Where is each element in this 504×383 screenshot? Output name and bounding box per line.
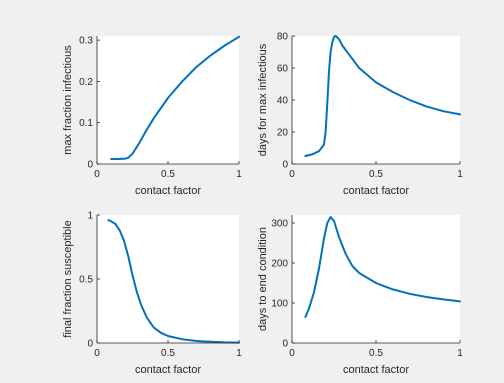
y-tick-label: 0.5 — [79, 275, 93, 286]
y-tick-label: 0 — [87, 339, 93, 350]
series-line-1 — [107, 219, 240, 344]
y-tick-label: 100 — [271, 299, 288, 310]
x-tick-label: 0.5 — [161, 169, 175, 180]
y-tick-label: 60 — [277, 64, 289, 75]
y-tick-label: 40 — [277, 96, 289, 107]
y-tick-label: 0 — [282, 160, 288, 171]
y-axis-label: max fraction infectious — [62, 45, 74, 155]
chart-2: 0 0.5 1 0 20 40 60 80 contact factor days for max… — [257, 32, 463, 198]
y-axis-label: days for max infectious — [257, 43, 269, 156]
y-axis-label: final fraction susceptible — [62, 220, 74, 337]
x-tick-label: 0 — [289, 169, 295, 180]
y-tick-label: 0.3 — [79, 36, 93, 47]
x-axis-label: contact factor — [135, 185, 201, 197]
x-tick-label: 0 — [289, 348, 295, 359]
x-axis-label: contact factor — [343, 364, 409, 376]
plot-area — [292, 36, 460, 164]
y-tick-label: 80 — [277, 32, 289, 43]
series-line-1 — [304, 216, 461, 318]
y-tick-label: 20 — [277, 128, 289, 139]
y-tick-label: 0 — [282, 339, 288, 350]
chart-4: 0 0.5 1 0 100 200 300 contact factor days to end… — [257, 215, 463, 376]
chart-1: 0 0.5 1 0 0.1 0.2 0.3 contact factor max fractio… — [62, 36, 242, 197]
x-axis-label: contact factor — [135, 364, 201, 376]
y-tick-label: 0 — [87, 160, 93, 171]
x-tick-label: 0.5 — [369, 169, 383, 180]
x-tick-label: 1 — [457, 348, 463, 359]
x-tick-label: 1 — [457, 169, 463, 180]
x-axis-label: contact factor — [343, 185, 409, 197]
y-tick-label: 0.1 — [79, 118, 93, 129]
plot-area — [97, 36, 239, 164]
x-tick-label: 0.5 — [369, 348, 383, 359]
y-tick-label: 0.2 — [79, 77, 93, 88]
y-tick-label: 1 — [87, 211, 93, 222]
x-tick-label: 1 — [236, 348, 242, 359]
series-line-1 — [304, 35, 461, 157]
x-tick-label: 1 — [236, 169, 242, 180]
y-tick-label: 200 — [271, 259, 288, 270]
plot-area — [292, 215, 460, 343]
x-tick-label: 0.5 — [161, 348, 175, 359]
x-tick-label: 0 — [94, 169, 100, 180]
x-tick-label: 0 — [94, 348, 100, 359]
series-line-1 — [110, 35, 240, 160]
chart-3: 0 0.5 1 0 0.5 1 contact factor final fraction s… — [62, 211, 242, 377]
y-tick-label: 300 — [271, 219, 288, 230]
y-axis-label: days to end condition — [257, 227, 269, 331]
plot-area — [97, 215, 239, 343]
